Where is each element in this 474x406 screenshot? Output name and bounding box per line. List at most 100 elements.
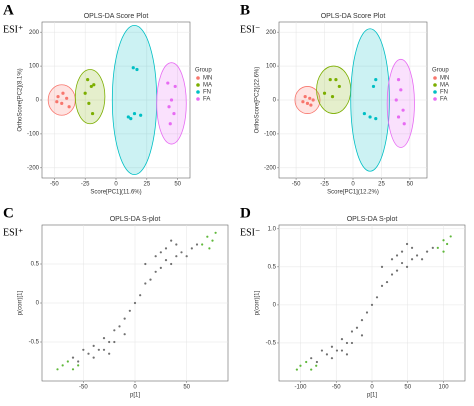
- point: [335, 349, 339, 352]
- point: [415, 254, 419, 257]
- x-tick-label: -50: [332, 385, 341, 391]
- point: [164, 247, 168, 250]
- y-axis-label: p(corr)[1]: [255, 291, 261, 316]
- point: [374, 117, 378, 121]
- confidence-ellipse: [47, 84, 76, 116]
- point: [139, 113, 143, 117]
- point: [185, 255, 188, 258]
- point: [394, 98, 398, 102]
- point: [315, 360, 319, 364]
- point: [123, 317, 126, 320]
- point: [330, 357, 334, 360]
- point: [400, 261, 404, 265]
- point: [89, 84, 93, 89]
- point: [402, 122, 406, 126]
- legend-swatch: [196, 90, 200, 94]
- point: [337, 84, 341, 89]
- point: [180, 251, 183, 254]
- point: [102, 348, 106, 351]
- y-tick-label: -100: [27, 131, 40, 137]
- confidence-ellipse: [111, 24, 158, 176]
- point: [330, 345, 334, 348]
- point: [56, 368, 59, 371]
- point: [310, 357, 313, 360]
- point: [380, 284, 384, 287]
- point: [305, 360, 308, 364]
- point: [133, 301, 137, 305]
- legend-label: FN: [203, 90, 211, 96]
- point: [144, 262, 147, 266]
- point: [214, 231, 217, 234]
- point: [370, 303, 374, 307]
- y-tick-label: 0: [273, 302, 277, 308]
- point: [87, 101, 91, 105]
- point: [77, 360, 80, 363]
- point: [360, 334, 364, 337]
- x-tick-label: -25: [81, 182, 90, 188]
- ion-mode: ESI⁻: [240, 227, 260, 238]
- point: [449, 235, 452, 238]
- point: [83, 91, 87, 95]
- point: [92, 356, 95, 359]
- legend-swatch: [196, 83, 200, 87]
- point: [71, 356, 75, 359]
- point: [365, 311, 369, 314]
- point: [320, 349, 324, 352]
- y-axis-label: OrthoScore[PC2](22.6%): [255, 67, 261, 134]
- x-tick-label: 0: [114, 182, 118, 188]
- point: [345, 353, 349, 356]
- y-tick-label: 0.5: [268, 264, 277, 270]
- point: [325, 353, 329, 356]
- point: [190, 247, 193, 250]
- x-tick-label: 50: [174, 182, 181, 188]
- panel-letter: A: [3, 2, 14, 18]
- y-tick-label: -0.5: [29, 340, 40, 346]
- point: [206, 235, 209, 238]
- x-tick-label: -25: [320, 182, 329, 188]
- point: [310, 368, 313, 371]
- point: [71, 368, 75, 371]
- point: [149, 278, 152, 281]
- point: [65, 96, 69, 100]
- point: [108, 352, 111, 355]
- x-tick-label: 100: [439, 385, 450, 391]
- point: [405, 265, 409, 268]
- y-tick-label: 0: [36, 301, 40, 307]
- point: [60, 101, 64, 105]
- point: [308, 96, 312, 100]
- point: [350, 341, 354, 345]
- chart-title: OPLS-DA S-plot: [347, 216, 398, 223]
- x-tick-label: -50: [79, 385, 88, 391]
- x-tick-label: 50: [183, 385, 190, 391]
- point: [132, 111, 137, 116]
- chart-title: OPLS-DA Score Plot: [321, 13, 386, 20]
- point: [108, 340, 111, 344]
- point: [311, 98, 315, 102]
- point: [368, 115, 372, 119]
- point: [170, 262, 173, 266]
- point: [66, 360, 69, 363]
- point: [410, 246, 414, 249]
- point: [295, 368, 298, 371]
- point: [92, 83, 96, 87]
- legend-label: MN: [440, 76, 449, 82]
- x-tick-label: 0: [133, 385, 137, 391]
- point: [208, 247, 211, 250]
- point: [401, 108, 405, 112]
- legend-title: Group: [432, 68, 449, 74]
- point: [315, 364, 318, 367]
- legend-label: MA: [203, 83, 212, 89]
- point: [395, 269, 399, 272]
- legend-swatch: [433, 97, 437, 101]
- confidence-ellipse: [294, 86, 321, 114]
- point: [400, 250, 404, 253]
- y-tick-label: -100: [264, 131, 277, 137]
- point: [396, 115, 401, 119]
- point: [167, 105, 171, 109]
- point: [446, 242, 449, 246]
- panel-letter: B: [240, 2, 250, 18]
- point: [340, 338, 344, 341]
- point: [375, 296, 379, 299]
- point: [169, 98, 174, 102]
- point: [56, 95, 60, 99]
